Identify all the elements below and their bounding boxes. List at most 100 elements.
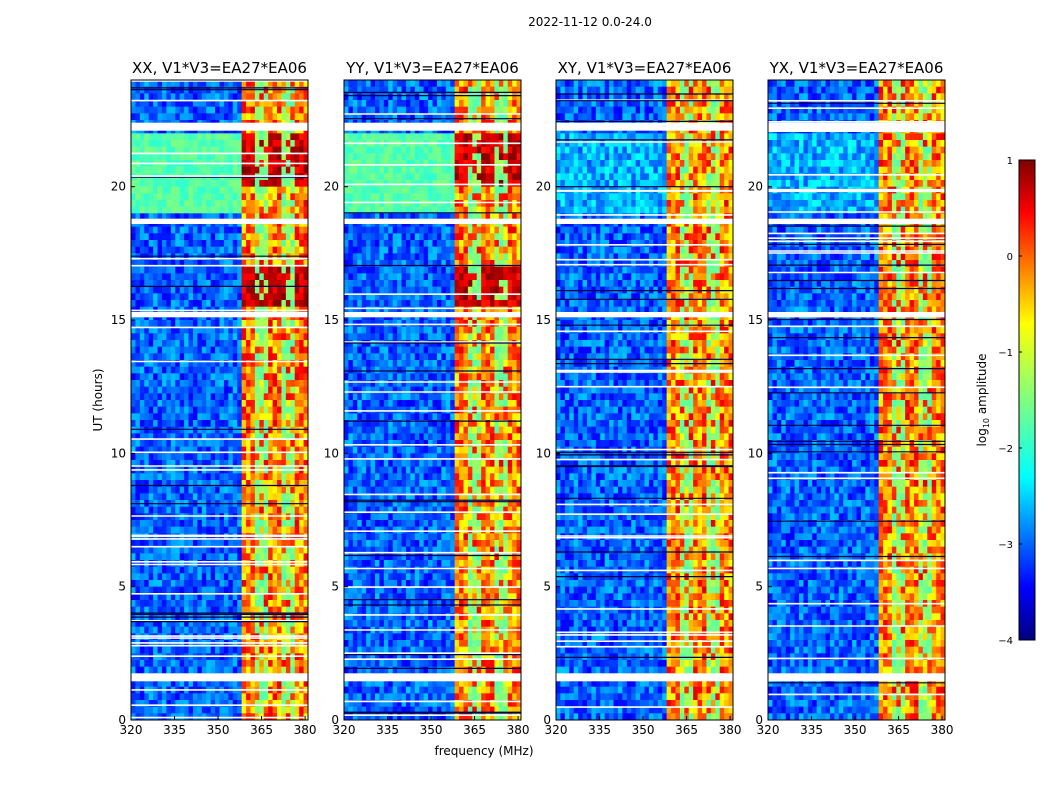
heatmap-cell bbox=[450, 146, 456, 154]
heatmap-cell bbox=[219, 606, 225, 614]
heatmap-cell bbox=[210, 600, 216, 608]
heatmap-cell bbox=[299, 453, 304, 461]
heatmap-cell bbox=[436, 193, 442, 201]
heatmap-cell bbox=[290, 553, 296, 561]
heatmap-cell bbox=[419, 186, 425, 194]
heatmap-cell bbox=[357, 166, 363, 174]
heatmap-cell bbox=[184, 253, 189, 261]
heatmap-cell bbox=[153, 526, 158, 534]
heatmap-cell bbox=[210, 226, 216, 234]
heatmap-cell bbox=[450, 240, 456, 248]
heatmap-cell bbox=[299, 146, 304, 154]
heatmap-cell bbox=[157, 646, 163, 654]
heatmap-cell bbox=[285, 393, 291, 401]
heatmap-cell bbox=[263, 540, 269, 548]
heatmap-cell bbox=[139, 433, 145, 441]
heatmap-cell bbox=[432, 193, 438, 201]
heatmap-cell bbox=[148, 646, 154, 654]
heatmap-cell bbox=[268, 260, 273, 268]
heatmap-cell bbox=[131, 280, 136, 288]
heatmap-cell bbox=[392, 180, 398, 188]
heatmap-cell bbox=[516, 100, 522, 108]
heatmap-cell bbox=[459, 100, 464, 108]
heatmap-cell bbox=[285, 460, 291, 468]
heatmap-cell bbox=[206, 253, 212, 261]
heatmap-cell bbox=[379, 100, 385, 108]
heatmap-cell bbox=[237, 320, 243, 328]
heatmap-cell bbox=[445, 193, 451, 201]
heatmap-cell bbox=[148, 360, 154, 368]
heatmap-cell bbox=[401, 226, 407, 234]
heatmap-cell bbox=[299, 320, 304, 328]
heatmap-cell bbox=[206, 600, 212, 608]
heatmap-cell bbox=[228, 213, 234, 221]
heatmap-cell bbox=[246, 373, 251, 381]
heatmap-cell bbox=[436, 100, 442, 108]
heatmap-cell bbox=[153, 440, 158, 448]
heatmap-cell bbox=[281, 80, 287, 88]
heatmap-cell bbox=[223, 133, 229, 141]
heatmap-cell bbox=[131, 100, 136, 108]
heatmap-cell bbox=[135, 340, 141, 348]
heatmap-cell bbox=[294, 680, 300, 688]
heatmap-cell bbox=[285, 320, 291, 328]
heatmap-cell bbox=[188, 266, 194, 274]
heatmap-cell bbox=[139, 540, 145, 548]
heatmap-cell bbox=[263, 513, 269, 521]
heatmap-cell bbox=[241, 266, 247, 274]
heatmap-cell bbox=[197, 186, 203, 194]
heatmap-cell bbox=[423, 100, 429, 108]
heatmap-cell bbox=[219, 233, 225, 241]
heatmap-cell bbox=[170, 240, 176, 248]
heatmap-cell bbox=[166, 100, 172, 108]
heatmap-cell bbox=[303, 100, 309, 108]
heatmap-cell bbox=[219, 166, 225, 174]
heatmap-cell bbox=[161, 146, 167, 154]
heatmap-cell bbox=[445, 253, 451, 261]
heatmap-cell bbox=[388, 160, 394, 168]
heatmap-cell bbox=[285, 486, 291, 494]
heatmap-cell bbox=[228, 526, 234, 534]
heatmap-cell bbox=[352, 80, 358, 88]
heatmap-cell bbox=[277, 693, 282, 701]
heatmap-cell bbox=[170, 226, 176, 234]
heatmap-cell bbox=[299, 586, 304, 594]
heatmap-cell bbox=[388, 133, 394, 141]
heatmap-cell bbox=[383, 180, 389, 188]
heatmap-cell bbox=[179, 253, 185, 261]
heatmap-cell bbox=[166, 700, 172, 708]
heatmap-cell bbox=[498, 166, 504, 174]
heatmap-cell bbox=[175, 420, 181, 428]
heatmap-cell bbox=[490, 166, 495, 174]
heatmap-cell bbox=[405, 200, 411, 208]
heatmap-cell bbox=[241, 593, 247, 601]
heatmap-cell bbox=[370, 153, 376, 161]
heatmap-cell bbox=[481, 153, 486, 161]
heatmap-cell bbox=[206, 486, 212, 494]
heatmap-cell bbox=[201, 700, 207, 708]
heatmap-cell bbox=[290, 366, 296, 374]
heatmap-cell bbox=[237, 106, 243, 114]
heatmap-cell bbox=[352, 146, 358, 154]
heatmap-cell bbox=[144, 80, 150, 88]
heatmap-cell bbox=[357, 173, 363, 181]
heatmap-cell bbox=[344, 206, 349, 214]
heatmap-cell bbox=[432, 160, 438, 168]
heatmap-cell bbox=[135, 553, 141, 561]
heatmap-cell bbox=[241, 426, 247, 434]
heatmap-cell bbox=[246, 200, 251, 208]
heatmap-cell bbox=[481, 173, 486, 181]
heatmap-cell bbox=[290, 286, 296, 294]
heatmap-cell bbox=[268, 133, 273, 141]
heatmap-cell bbox=[179, 153, 185, 161]
heatmap-cell bbox=[170, 326, 176, 334]
heatmap-cell bbox=[303, 406, 309, 414]
heatmap-cell bbox=[144, 320, 150, 328]
heatmap-cell bbox=[450, 193, 456, 201]
heatmap-cell bbox=[254, 286, 260, 294]
heatmap-cell bbox=[148, 133, 154, 141]
heatmap-cell bbox=[179, 480, 185, 488]
heatmap-cell bbox=[201, 560, 207, 568]
heatmap-cell bbox=[232, 280, 238, 288]
heatmap-cell bbox=[157, 626, 163, 634]
